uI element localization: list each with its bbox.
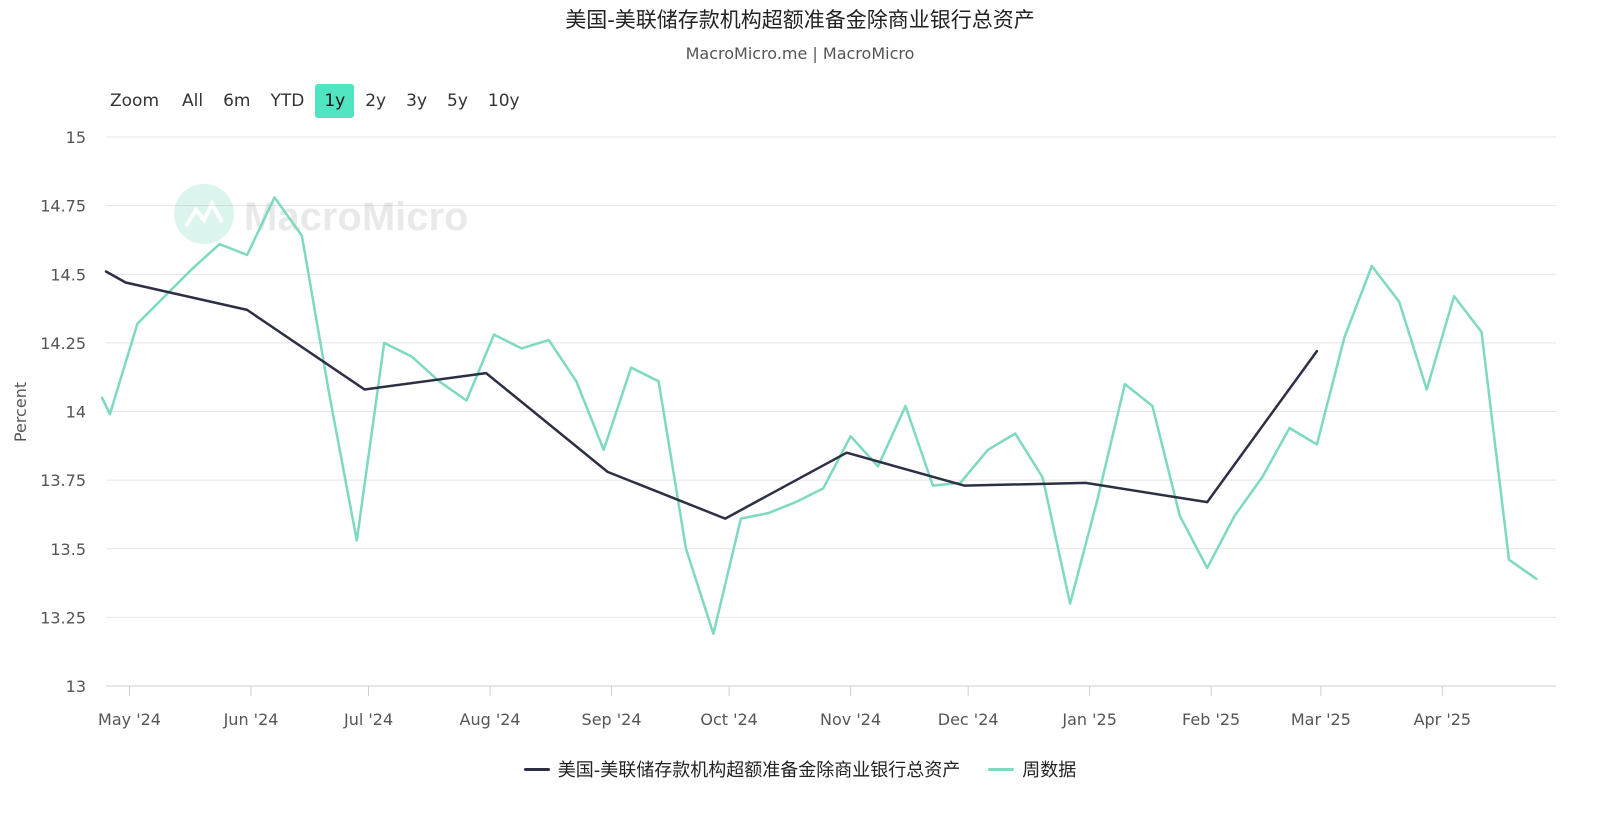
watermark: MacroMicro: [174, 184, 469, 244]
x-tick-label: Sep '24: [582, 710, 642, 729]
x-tick-label: Jul '24: [343, 710, 393, 729]
zoom-ytd-button[interactable]: YTD: [270, 91, 305, 111]
x-tick-label: Aug '24: [460, 710, 521, 729]
watermark-logo-mark: [184, 199, 224, 228]
zoom-5y-button[interactable]: 5y: [447, 91, 468, 111]
zoom-6m-button[interactable]: 6m: [223, 91, 251, 111]
x-tick-label: Nov '24: [820, 710, 881, 729]
y-tick-label: 13: [66, 677, 86, 696]
y-tick-label: 13.75: [40, 471, 86, 490]
watermark-text: MacroMicro: [244, 195, 469, 239]
series-layer: [100, 196, 1538, 636]
zoom-10y-button[interactable]: 10y: [487, 91, 520, 111]
x-tick-label: Mar '25: [1291, 710, 1351, 729]
zoom-label: Zoom: [110, 91, 160, 111]
series-line-monthly[interactable]: [104, 270, 1319, 520]
zoom-1y-button[interactable]: 1y: [315, 84, 355, 118]
y-tick-label: 14.75: [40, 197, 86, 216]
legend-item-monthly[interactable]: 美国-美联储存款机构超额准备金除商业银行总资产: [523, 756, 961, 782]
legend-swatch-weekly: [988, 767, 1015, 771]
zoom-3y-button[interactable]: 3y: [406, 91, 428, 111]
x-tick-label: Apr '25: [1414, 710, 1472, 729]
zoom-2y-button[interactable]: 2y: [365, 91, 387, 111]
y-tick-label: 15: [66, 128, 86, 147]
axis-layer: 13 13.25 13.5 13.75 14 14.25 14.5 14.75 15 May '2…: [40, 128, 1556, 729]
x-tick-label: Dec '24: [938, 710, 999, 729]
x-tick-label: Jan '25: [1061, 710, 1117, 729]
y-axis-label: Percent: [11, 382, 30, 442]
legend-label-weekly: 周数据: [1022, 760, 1077, 781]
chart-subtitle: MacroMicro.me | MacroMicro: [685, 44, 915, 63]
x-tick-label: May '24: [98, 710, 161, 729]
legend: 美国-美联储存款机构超额准备金除商业银行总资产 周数据: [0, 756, 1600, 782]
legend-swatch-monthly: [523, 767, 550, 771]
x-tick-label: Feb '25: [1182, 710, 1240, 729]
y-tick-label: 13.5: [50, 540, 86, 559]
y-tick-label: 14.5: [50, 265, 86, 284]
line-chart[interactable]: MacroMicro 13 13.25 13.5 13.75 14 14.25 14.5 14…: [0, 0, 1600, 750]
watermark-logo-icon: [174, 184, 234, 244]
y-tick-label: 14.25: [40, 334, 86, 353]
y-tick-label: 14: [66, 403, 86, 422]
x-tick-label: Jun '24: [223, 710, 279, 729]
series-line-weekly[interactable]: [100, 196, 1538, 636]
legend-item-weekly[interactable]: 周数据: [988, 756, 1076, 782]
x-tick-label: Oct '24: [700, 710, 758, 729]
chart-title: 美国-美联储存款机构超额准备金除商业银行总资产: [565, 8, 1035, 32]
zoom-toolbar: Zoom All 6m YTD 1y 2y 3y 5y 10y: [104, 84, 531, 118]
zoom-all-button[interactable]: All: [182, 91, 204, 111]
legend-label-monthly: 美国-美联储存款机构超额准备金除商业银行总资产: [557, 760, 961, 781]
y-tick-label: 13.25: [40, 608, 86, 627]
